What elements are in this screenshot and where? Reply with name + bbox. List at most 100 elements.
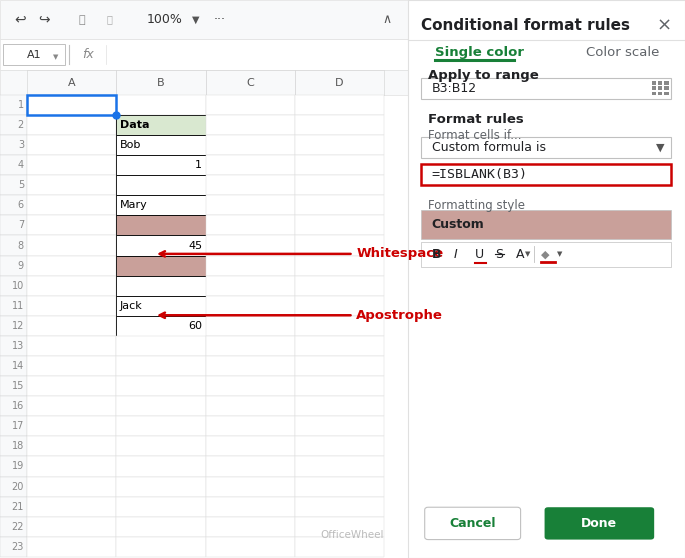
Bar [116, 95, 206, 115]
Text: Whitespace: Whitespace [160, 247, 443, 261]
Bar [295, 215, 384, 235]
Bar [658, 86, 662, 90]
Bar [664, 81, 669, 85]
Text: Jack: Jack [120, 301, 142, 311]
Bar [652, 81, 656, 85]
Text: 12: 12 [12, 321, 24, 331]
Text: 9: 9 [18, 261, 24, 271]
Bar [206, 376, 295, 396]
Bar [206, 517, 295, 537]
Bar [0, 135, 27, 155]
Bar [116, 175, 206, 195]
Bar [295, 135, 384, 155]
Text: 7: 7 [18, 220, 24, 230]
Bar [421, 137, 671, 158]
Bar [116, 376, 206, 396]
Text: 3: 3 [18, 140, 24, 150]
Text: S: S [495, 248, 503, 261]
Bar [421, 164, 671, 185]
FancyBboxPatch shape [545, 507, 654, 540]
Bar [0, 0, 408, 39]
Bar [0, 95, 27, 115]
Text: Format rules: Format rules [428, 113, 524, 126]
Text: Formatting style: Formatting style [428, 199, 525, 212]
Bar [295, 396, 384, 416]
Bar [27, 135, 116, 155]
Bar [116, 215, 206, 235]
Text: 6: 6 [18, 200, 24, 210]
Bar [295, 416, 384, 436]
Bar [116, 115, 206, 135]
Text: ×: × [656, 16, 671, 34]
Text: OfficeWheel: OfficeWheel [320, 530, 384, 540]
Text: 14: 14 [12, 361, 24, 371]
Bar [27, 95, 116, 115]
Bar [0, 195, 27, 215]
Bar [295, 316, 384, 336]
Bar [0, 155, 27, 175]
Bar [295, 70, 384, 95]
Text: 1: 1 [18, 100, 24, 110]
Text: ⬛: ⬛ [79, 15, 86, 25]
Bar [206, 477, 295, 497]
Bar [0, 296, 27, 316]
Bar [295, 537, 384, 557]
Bar [421, 242, 671, 267]
Text: Cancel: Cancel [449, 517, 496, 530]
Text: 45: 45 [188, 240, 202, 251]
Text: Single color: Single color [435, 46, 524, 59]
Bar [295, 235, 384, 256]
Bar [206, 115, 295, 135]
Bar [0, 316, 27, 336]
Bar [421, 78, 671, 99]
Bar [27, 537, 116, 557]
Text: ···: ··· [213, 13, 225, 26]
Bar [206, 195, 295, 215]
Text: Custom formula is: Custom formula is [432, 141, 545, 154]
Text: B: B [157, 78, 165, 88]
Text: Color scale: Color scale [586, 46, 659, 59]
Text: 2: 2 [18, 120, 24, 130]
Bar [0, 396, 27, 416]
Bar [206, 256, 295, 276]
Text: ▼: ▼ [525, 251, 530, 257]
Text: 5: 5 [18, 180, 24, 190]
Bar [27, 316, 116, 336]
Bar [27, 436, 116, 456]
Bar [0, 517, 27, 537]
Text: Format cells if...: Format cells if... [428, 128, 521, 142]
Text: ↪: ↪ [39, 12, 50, 27]
Bar [295, 256, 384, 276]
Text: Apply to range: Apply to range [428, 69, 539, 82]
Text: A1: A1 [27, 50, 42, 60]
Bar [27, 416, 116, 436]
Text: U: U [475, 248, 484, 261]
Bar [295, 195, 384, 215]
Bar [658, 81, 662, 85]
Bar [0, 70, 408, 95]
Bar [295, 436, 384, 456]
Text: 4: 4 [18, 160, 24, 170]
Text: 100%: 100% [147, 13, 182, 26]
Text: Custom: Custom [432, 218, 484, 231]
Bar [658, 92, 662, 95]
Text: ◆: ◆ [541, 249, 549, 259]
Bar [27, 276, 116, 296]
Bar [116, 155, 206, 175]
Text: A: A [516, 248, 524, 261]
Text: B3:B12: B3:B12 [432, 81, 477, 95]
Bar [27, 336, 116, 356]
Bar [27, 497, 116, 517]
Text: 21: 21 [12, 502, 24, 512]
Bar [0, 256, 27, 276]
Bar [206, 537, 295, 557]
Bar [295, 477, 384, 497]
Bar [206, 336, 295, 356]
Bar [295, 456, 384, 477]
Bar [116, 497, 206, 517]
Bar [116, 135, 206, 155]
Bar [0, 456, 27, 477]
Bar [206, 396, 295, 416]
Text: ▼: ▼ [656, 142, 664, 152]
Bar [295, 517, 384, 537]
